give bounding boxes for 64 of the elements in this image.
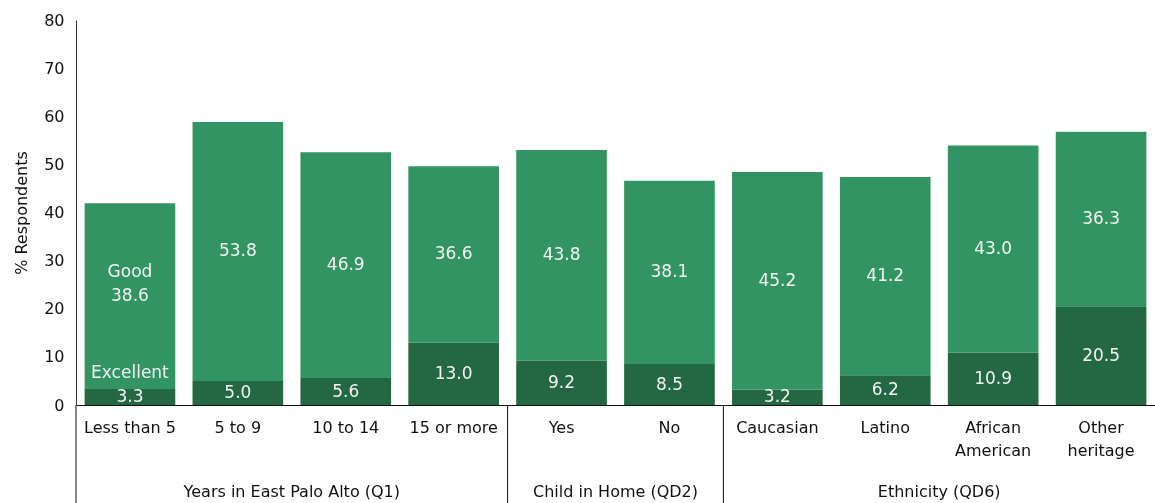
y-tick-label: 70 (44, 58, 65, 78)
bar (624, 364, 715, 405)
x-tick-label: 5 to 9 (214, 417, 262, 437)
bar (300, 378, 392, 405)
x-tick-label: Less than 5 (84, 417, 176, 437)
bar (624, 180, 715, 365)
data-label: 45.2 (758, 269, 797, 290)
data-label: 5.6 (332, 380, 360, 401)
data-label: 38.6 (111, 285, 149, 306)
bar (947, 145, 1039, 353)
bar (408, 166, 499, 343)
bar (732, 172, 823, 390)
x-tick-label: Other heritage (1067, 417, 1135, 460)
bar (84, 203, 176, 390)
data-label: 53.8 (218, 240, 257, 261)
x-tick-label: Yes (547, 417, 575, 437)
series-label: Good (107, 261, 153, 282)
data-label: 43.8 (542, 244, 581, 265)
bar (516, 360, 607, 405)
bar (192, 380, 284, 405)
bar (839, 375, 931, 405)
bar (300, 152, 392, 379)
bar (1055, 306, 1147, 405)
data-label: 36.3 (1082, 208, 1120, 228)
text: Child in Home (QD2) (532, 482, 699, 501)
x-tick-label: African American (955, 417, 1032, 460)
x-tick-label: 15 or more (409, 417, 498, 437)
data-label: 38.1 (650, 261, 689, 282)
bar (839, 176, 931, 376)
data-label: 13.0 (434, 362, 473, 383)
text: Ethnicity (QD6) (877, 482, 1001, 501)
bar (947, 352, 1039, 405)
y-tick-label: 50 (44, 154, 65, 174)
data-label: 46.9 (326, 254, 365, 275)
data-label: 3.2 (763, 386, 791, 407)
y-tick-label: 40 (44, 203, 65, 222)
series-label: Excellent (91, 362, 170, 383)
data-label: 20.5 (1082, 344, 1120, 365)
bar (192, 122, 284, 381)
x-tick-label: No (658, 417, 681, 437)
x-tick-label: 10 to 14 (312, 417, 380, 437)
y-axis-title: % Respondents (12, 151, 32, 275)
y-tick-label: 20 (44, 299, 65, 319)
x-tick-label: Latino (860, 417, 910, 437)
text: Years in East Palo Alto (Q1) (182, 482, 401, 501)
bar (1055, 131, 1147, 307)
y-tick-label: 30 (44, 251, 65, 271)
bar (408, 342, 499, 405)
x-tick-label: Caucasian (736, 417, 819, 437)
y-tick-label: 10 (44, 347, 65, 367)
y-tick-label: 60 (44, 106, 65, 126)
data-label: 8.5 (655, 373, 683, 394)
data-label: 3.3 (116, 386, 144, 407)
data-label: 6.2 (871, 379, 899, 400)
bar (84, 389, 176, 405)
y-tick-label: 0 (54, 395, 65, 415)
data-label: 9.2 (548, 371, 576, 392)
data-label: 41.2 (866, 265, 905, 286)
bar (516, 149, 607, 361)
data-label: 10.9 (974, 367, 1013, 388)
data-label: 36.6 (434, 243, 473, 264)
data-label: 5.0 (224, 381, 252, 402)
data-label: 43.0 (974, 238, 1013, 259)
y-tick-label: 80 (44, 10, 65, 30)
